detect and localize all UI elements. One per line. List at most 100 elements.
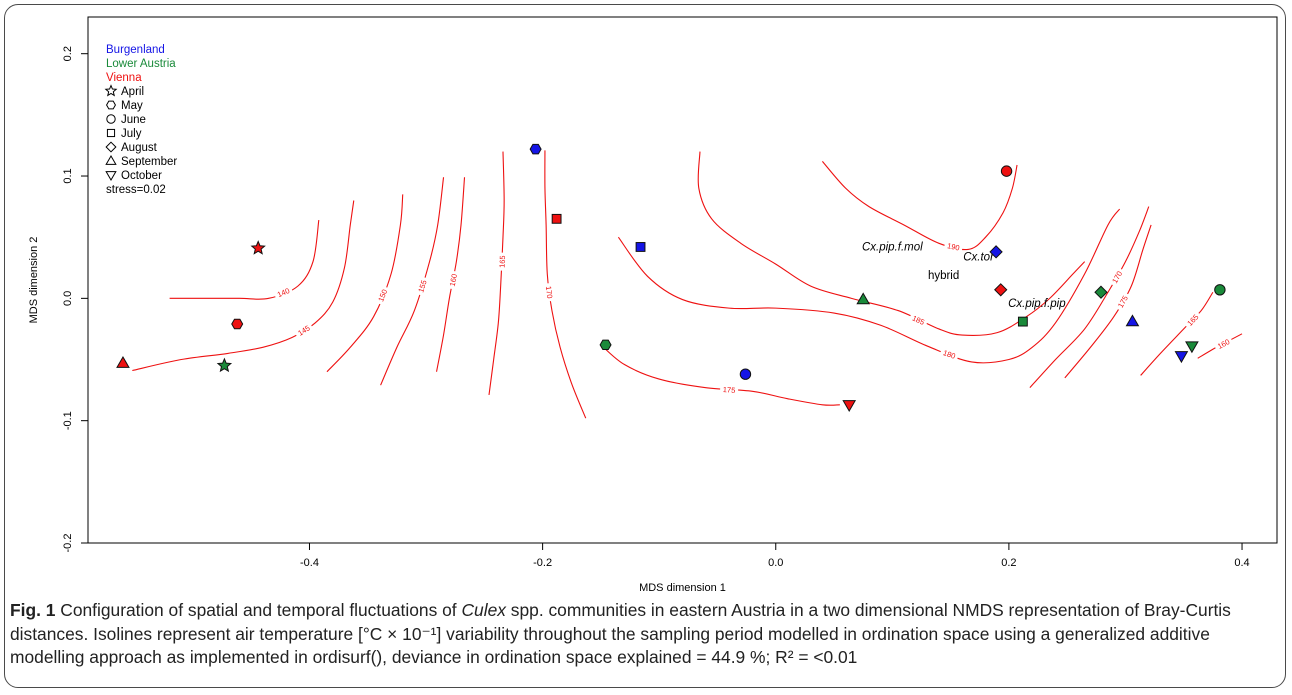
contour-label-bg (273, 284, 294, 301)
contour-level-label: 165 (498, 255, 508, 268)
plot-box (87, 16, 1278, 544)
contour-line (132, 200, 355, 372)
contour-level-label: 150 (376, 288, 389, 303)
data-point (1174, 351, 1189, 364)
data-point (1125, 314, 1140, 327)
legend-month-label: June (121, 114, 146, 126)
figure-caption: Fig. 1 Configuration of spatial and temp… (10, 599, 1282, 670)
legend-stress-label: stress=0.02 (106, 184, 166, 196)
contour-level-label: 155 (416, 279, 428, 294)
data-point (1017, 316, 1028, 327)
legend-region-label: Vienna (106, 72, 142, 84)
contour-label-bg (908, 311, 929, 329)
contour-label-bg (496, 252, 508, 271)
x-tick-label: -0.4 (300, 557, 319, 569)
contour-line (1064, 224, 1152, 379)
y-tick-label: -0.2 (62, 534, 74, 553)
data-point (551, 213, 562, 224)
contour-level-label: 140 (276, 286, 291, 299)
contour-label-bg (446, 270, 460, 290)
y-tick-label: -0.1 (62, 411, 74, 430)
contour-level-label: 180 (942, 348, 957, 361)
y-axis-label: MDS dimension 2 (28, 237, 40, 324)
contour-line (326, 194, 404, 373)
contour-line (617, 208, 1121, 364)
species-label: Cx.pip.f.pip (1008, 298, 1066, 310)
legend: Burgenland Lower Austria Vienna April May Jun… (104, 44, 177, 196)
legend-month-label: October (121, 170, 162, 182)
x-axis: -0.4 -0.2 0.0 0.2 0.4 (300, 543, 1250, 569)
legend-symbol (104, 84, 118, 97)
contour-line (169, 219, 320, 300)
contour-line (1140, 291, 1214, 376)
contour-label-bg (939, 346, 960, 362)
data-point (1000, 165, 1013, 177)
data-point (994, 283, 1008, 297)
contour-label-bg (1107, 266, 1126, 288)
caption-figure-label: Fig. 1 (10, 600, 56, 620)
contour-line (488, 151, 505, 396)
contour-label-bg (374, 285, 391, 306)
y-tick-label: 0.2 (62, 46, 74, 61)
species-label: hybrid (928, 270, 959, 282)
data-points (116, 143, 1226, 413)
data-point (116, 355, 130, 368)
x-tick-label: -0.2 (533, 557, 552, 569)
x-tick-label: 0.4 (1234, 557, 1249, 569)
data-point (231, 318, 244, 330)
data-point (989, 245, 1003, 259)
data-point (216, 357, 233, 373)
contour-label-bg (293, 321, 314, 340)
contour-level-label: 190 (946, 241, 960, 252)
contour-label-bg (1213, 335, 1234, 353)
legend-month-label: April (121, 86, 144, 98)
data-point (250, 240, 266, 255)
legend-symbol (106, 114, 116, 124)
legend-month-label: September (121, 156, 177, 168)
contour-label-bg (1113, 291, 1132, 312)
legend-symbol (106, 100, 116, 110)
contour-label-bg (719, 383, 739, 396)
contour-label-bg (543, 282, 556, 302)
data-point (1214, 284, 1226, 296)
data-point (635, 242, 646, 252)
species-label: Cx.pip.f.mol (862, 242, 923, 254)
legend-month-label: July (121, 128, 142, 140)
data-point (1185, 341, 1199, 354)
contour-level-label: 175 (722, 385, 735, 395)
data-point (856, 292, 871, 305)
y-tick-label: 0.1 (62, 168, 74, 183)
data-point (1094, 285, 1108, 299)
contour-level-label: 170 (544, 286, 555, 300)
data-point (842, 400, 857, 413)
data-point (599, 339, 612, 351)
contour-label-bg (943, 239, 964, 254)
contour-label-bg (414, 276, 430, 297)
data-point (739, 368, 752, 380)
legend-symbol (105, 154, 117, 165)
contour-line (697, 151, 1086, 336)
contour-line (821, 160, 1018, 251)
x-axis-label: MDS dimension 1 (639, 582, 726, 594)
contour-label-bg (1182, 309, 1203, 330)
species-labels: Cx.pip.f.mol Cx.tor hybrid Cx.pip.f.pip (862, 242, 1066, 310)
legend-symbol (105, 171, 117, 182)
x-tick-label: 0.0 (768, 557, 783, 569)
legend-month-label: August (121, 142, 158, 154)
legend-symbol (106, 128, 116, 138)
legend-region-label: Lower Austria (106, 58, 176, 70)
contour-line (600, 344, 840, 406)
legend-month-label: May (121, 100, 143, 112)
caption-italic-genus: Culex (461, 600, 506, 620)
caption-text-a: Configuration of spatial and temporal fl… (60, 600, 457, 620)
species-label: Cx.tor (963, 251, 995, 263)
plot-area (87, 16, 1278, 544)
contour-level-label: 160 (448, 273, 459, 287)
y-axis: -0.2 -0.1 0.0 0.1 0.2 (62, 46, 88, 552)
x-tick-label: 0.2 (1001, 557, 1016, 569)
data-point (529, 143, 542, 155)
caption-text-b: spp. communities in eastern Austria in a… (10, 600, 1231, 667)
figure-frame (4, 4, 1286, 688)
